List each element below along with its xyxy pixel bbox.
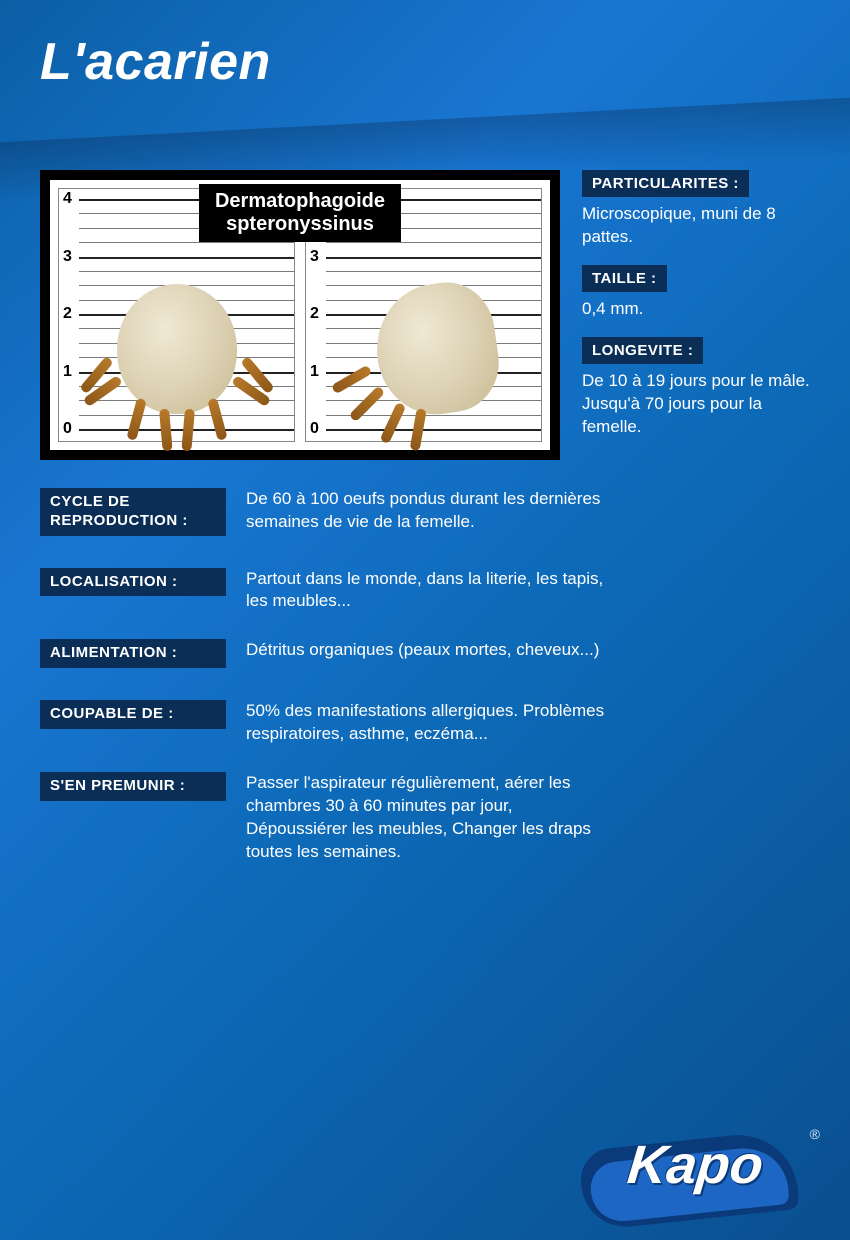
fact-row-localisation: LOCALISATION : Partout dans le monde, da… xyxy=(40,568,810,614)
fact-text: 50% des manifestations allergiques. Prob… xyxy=(246,700,606,746)
mugshot-frame: Dermatophagoide spteronyssinus 0 1 2 3 4 xyxy=(40,170,560,460)
fact-row-cycle: CYCLE DE REPRODUCTION : De 60 à 100 oeuf… xyxy=(40,488,810,542)
fact-text: Détritus organiques (peaux mortes, cheve… xyxy=(246,639,606,662)
scale-line xyxy=(326,429,541,431)
content-area: Dermatophagoide spteronyssinus 0 1 2 3 4 xyxy=(40,170,810,864)
mite-illustration-front xyxy=(97,269,257,429)
fact-taille: TAILLE : 0,4 mm. xyxy=(582,265,810,321)
scale-number: 1 xyxy=(310,363,319,381)
species-line1: Dermatophagoide xyxy=(215,190,385,212)
fact-rows: CYCLE DE REPRODUCTION : De 60 à 100 oeuf… xyxy=(40,488,810,864)
fact-row-coupable: COUPABLE DE : 50% des manifestations all… xyxy=(40,700,810,746)
species-banner: Dermatophagoide spteronyssinus xyxy=(199,184,401,242)
mugshot-inner: Dermatophagoide spteronyssinus 0 1 2 3 4 xyxy=(50,180,550,450)
side-facts: PARTICULARITES : Microscopique, muni de … xyxy=(582,170,810,439)
brand-name: Kapo xyxy=(625,1134,767,1196)
registered-icon: ® xyxy=(810,1126,820,1142)
scale-line xyxy=(326,257,541,259)
fact-label: COUPABLE DE : xyxy=(40,700,226,729)
fact-label: LONGEVITE : xyxy=(582,337,703,364)
fact-text: Microscopique, muni de 8 pattes. xyxy=(582,203,810,249)
scale-line xyxy=(79,257,294,259)
page-title: L'acarien xyxy=(0,0,850,92)
fact-label: PARTICULARITES : xyxy=(582,170,749,197)
brand-logo: Kapo ® xyxy=(610,1100,820,1220)
mite-illustration-side xyxy=(356,269,516,429)
fact-text: 0,4 mm. xyxy=(582,298,810,321)
top-row: Dermatophagoide spteronyssinus 0 1 2 3 4 xyxy=(40,170,810,460)
scale-number: 3 xyxy=(63,248,72,266)
fact-text: De 60 à 100 oeufs pondus durant les dern… xyxy=(246,488,606,534)
scale-minor-line xyxy=(79,242,294,243)
fact-label: ALIMENTATION : xyxy=(40,639,226,668)
scale-number: 2 xyxy=(310,305,319,323)
fact-label: TAILLE : xyxy=(582,265,667,292)
fact-row-premunir: S'EN PREMUNIR : Passer l'aspirateur régu… xyxy=(40,772,810,864)
scale-number: 2 xyxy=(63,305,72,323)
scale-number: 1 xyxy=(63,363,72,381)
fact-label: LOCALISATION : xyxy=(40,568,226,597)
fact-label: CYCLE DE REPRODUCTION : xyxy=(40,488,226,536)
fact-text: De 10 à 19 jours pour le mâle. Jusqu'à 7… xyxy=(582,370,810,439)
fact-label: S'EN PREMUNIR : xyxy=(40,772,226,801)
scale-number: 4 xyxy=(63,190,72,208)
fact-text: Partout dans le monde, dans la literie, … xyxy=(246,568,606,614)
fact-longevite: LONGEVITE : De 10 à 19 jours pour le mâl… xyxy=(582,337,810,439)
scale-minor-line xyxy=(326,242,541,243)
fact-particularites: PARTICULARITES : Microscopique, muni de … xyxy=(582,170,810,249)
species-line2: spteronyssinus xyxy=(226,213,374,235)
scale-number: 3 xyxy=(310,248,319,266)
scale-number: 0 xyxy=(310,420,319,438)
scale-number: 0 xyxy=(63,420,72,438)
fact-text: Passer l'aspirateur régulièrement, aérer… xyxy=(246,772,606,864)
fact-row-alimentation: ALIMENTATION : Détritus organiques (peau… xyxy=(40,639,810,674)
